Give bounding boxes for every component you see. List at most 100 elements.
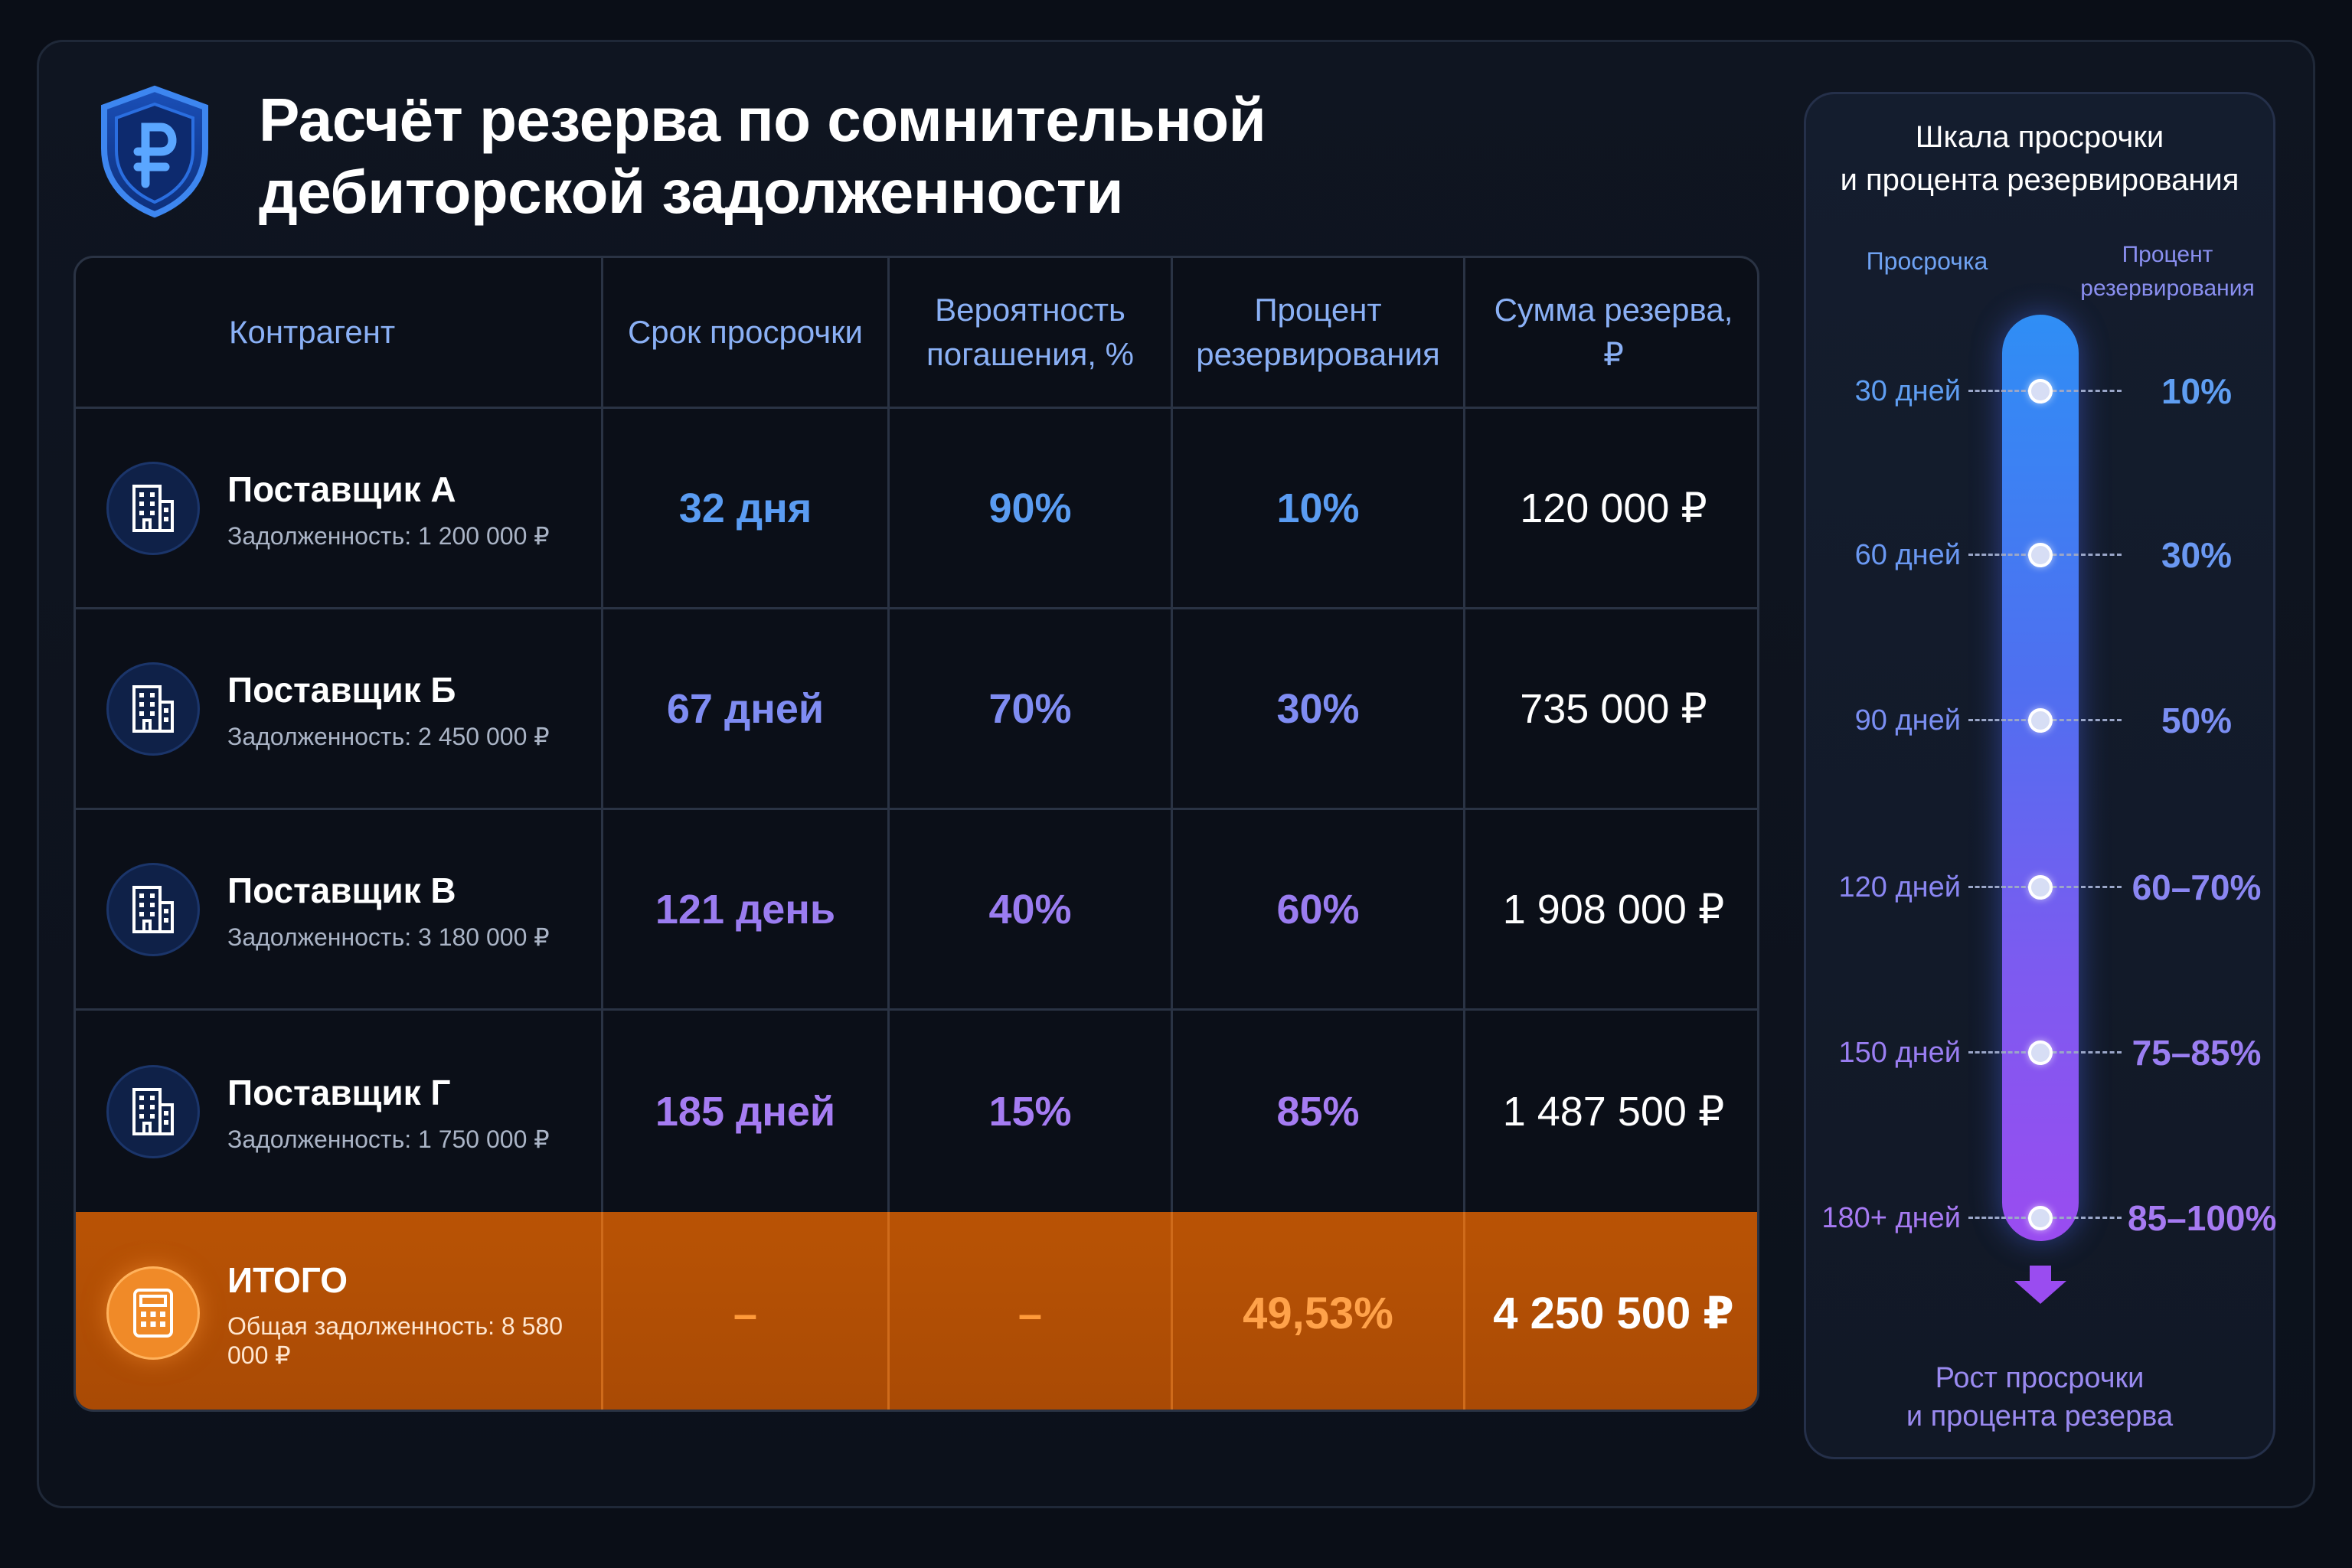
scale-footer-line1: Рост просрочки: [1935, 1362, 2145, 1394]
scale-tick-dash: [2045, 554, 2122, 556]
header-reserve-pct-label: Процент резервирования: [1196, 292, 1440, 372]
scale-tick-dot: [2028, 543, 2053, 567]
reserve-pct-value: 10%: [1171, 409, 1463, 607]
counterparty-name: Поставщик Б: [227, 669, 456, 710]
overdue-scale-panel: Шкала просрочки и процента резервировани…: [1804, 92, 2277, 1459]
header-probability-label: Вероятность погашения, %: [926, 292, 1134, 372]
header-probability: Вероятность погашения, %: [887, 258, 1171, 407]
scale-tick-dash: [1968, 886, 2039, 888]
scale-tick-day: 120 дней: [1838, 871, 1961, 903]
scale-gradient-bar: [2002, 315, 2079, 1241]
overdue-value: 121 день: [601, 810, 887, 1008]
scale-title-line2: и процента резервирования: [1840, 163, 2239, 197]
total-reserve-pct: 49,53%: [1171, 1212, 1463, 1410]
scale-tick-dash: [1968, 1051, 2039, 1054]
scale-tick-dot: [2028, 1040, 2053, 1065]
probability-value: 70%: [887, 609, 1171, 808]
scale-tick-pct: 75–85%: [2132, 1033, 2262, 1073]
header-reserve-sum: Сумма резерва, ₽: [1463, 258, 1757, 407]
counterparty-debt: Задолженность: 1 750 000 ₽: [227, 1125, 550, 1153]
scale-tick-dash: [1968, 390, 2039, 392]
counterparty-name: Поставщик В: [227, 870, 456, 910]
ruble-shield-icon: [101, 85, 208, 218]
scale-tick-pct: 30%: [2161, 535, 2233, 575]
probability-value: 40%: [887, 810, 1171, 1008]
counterparty-name: Поставщик А: [227, 469, 456, 509]
header-reserve-sum-label: Сумма резерва, ₽: [1494, 292, 1733, 372]
scale-tick-dash: [2045, 1051, 2122, 1054]
scale-legend-overdue: Просрочка: [1866, 247, 1988, 275]
scale-tick-pct: 85–100%: [2128, 1198, 2277, 1238]
table-row[interactable]: Поставщик А Задолженность: 1 200 000 ₽ 3…: [76, 407, 1757, 607]
table-row[interactable]: Поставщик Г Задолженность: 1 750 000 ₽ 1…: [76, 1008, 1757, 1212]
probability-value: 90%: [887, 409, 1171, 607]
counterparty-debt: Задолженность: 1 200 000 ₽: [227, 521, 550, 550]
scale-title-line1: Шкала просрочки: [1915, 120, 2164, 154]
table-total-row: ИТОГО Общая задолженность: 8 580 000 ₽ –…: [76, 1212, 1757, 1410]
counterparty-name: Поставщик Г: [227, 1072, 451, 1112]
header-reserve-pct: Процент резервирования: [1171, 258, 1463, 407]
table-row[interactable]: Поставщик Б Задолженность: 2 450 000 ₽ 6…: [76, 607, 1757, 808]
scale-tick-day: 90 дней: [1854, 704, 1961, 737]
scale-tick-day: 60 дней: [1854, 539, 1961, 571]
counterparty-cell: Поставщик В Задолженность: 3 180 000 ₽: [76, 810, 601, 1008]
reserve-pct-value: 85%: [1171, 1011, 1463, 1212]
scale-legend-reserve-line1: Процент: [2122, 242, 2213, 267]
scale-tick-dash: [1968, 719, 2039, 721]
scale-legend-reserve-line2: резервирования: [2080, 276, 2255, 301]
scale-tick-dash: [2045, 719, 2122, 721]
reserve-pct-value: 30%: [1171, 609, 1463, 808]
scale-title: Шкала просрочки и процента резервировани…: [1806, 116, 2273, 201]
page-title-line1: Расчёт резерва по сомнительной: [259, 86, 1266, 154]
scale-tick-day: 30 дней: [1854, 375, 1961, 407]
calculator-icon: [106, 1266, 200, 1360]
scale-legend-reserve: Процент резервирования: [2076, 238, 2259, 305]
counterparty-debt: Задолженность: 2 450 000 ₽: [227, 722, 550, 750]
total-debt: Общая задолженность: 8 580 000 ₽: [227, 1312, 563, 1369]
scale-tick-day: 150 дней: [1838, 1037, 1961, 1069]
scale-tick-dash: [1968, 1217, 2039, 1219]
overdue-value: 32 дня: [601, 409, 887, 607]
scale-tick-dash: [2045, 390, 2122, 392]
reserve-table: Контрагент Срок просрочки Вероятность по…: [74, 256, 1759, 1412]
counterparty-cell: Поставщик А Задолженность: 1 200 000 ₽: [76, 409, 601, 607]
counterparty-cell: Поставщик Б Задолженность: 2 450 000 ₽: [76, 609, 601, 808]
scale-footer-line2: и процента резерва: [1906, 1400, 2174, 1432]
header-counterparty: Контрагент: [229, 314, 396, 350]
header-overdue: Срок просрочки: [601, 258, 887, 407]
scale-tick-dot: [2028, 1206, 2053, 1230]
scale-tick-dot: [2028, 379, 2053, 403]
total-cell: ИТОГО Общая задолженность: 8 580 000 ₽: [76, 1212, 601, 1410]
reserve-sum-value: 120 000 ₽: [1463, 409, 1757, 607]
building-icon: [106, 662, 200, 756]
scale-tick-dash: [2045, 1217, 2122, 1219]
arrow-down-icon: [2014, 1266, 2066, 1304]
total-label: ИТОГО: [227, 1259, 348, 1300]
scale-tick-dot: [2028, 875, 2053, 900]
overdue-value: 67 дней: [601, 609, 887, 808]
scale-footer: Рост просрочки и процента резерва: [1806, 1359, 2273, 1436]
building-icon: [106, 862, 200, 956]
table-header-row: Контрагент Срок просрочки Вероятность по…: [76, 258, 1757, 407]
total-probability: –: [887, 1212, 1171, 1410]
scale-tick-pct: 60–70%: [2132, 867, 2262, 907]
scale-tick-day: 180+ дней: [1821, 1202, 1961, 1234]
total-overdue: –: [601, 1212, 887, 1410]
total-reserve-sum: 4 250 500 ₽: [1463, 1212, 1757, 1410]
building-icon: [106, 461, 200, 555]
table-row[interactable]: Поставщик В Задолженность: 3 180 000 ₽ 1…: [76, 808, 1757, 1008]
page-title-line2: дебиторской задолженности: [259, 158, 1124, 226]
reserve-pct-value: 60%: [1171, 810, 1463, 1008]
scale-tick-pct: 10%: [2161, 371, 2233, 411]
page-title: Расчёт резерва по сомнительной дебиторск…: [259, 84, 1484, 228]
scale-tick-pct: 50%: [2161, 701, 2233, 740]
scale-tick-dot: [2028, 708, 2053, 733]
reserve-sum-value: 1 908 000 ₽: [1463, 810, 1757, 1008]
reserve-sum-value: 1 487 500 ₽: [1463, 1011, 1757, 1212]
scale-tick-dash: [2045, 886, 2122, 888]
probability-value: 15%: [887, 1011, 1171, 1212]
counterparty-debt: Задолженность: 3 180 000 ₽: [227, 923, 550, 951]
building-icon: [106, 1064, 200, 1158]
scale-tick-dash: [1968, 554, 2039, 556]
reserve-sum-value: 735 000 ₽: [1463, 609, 1757, 808]
